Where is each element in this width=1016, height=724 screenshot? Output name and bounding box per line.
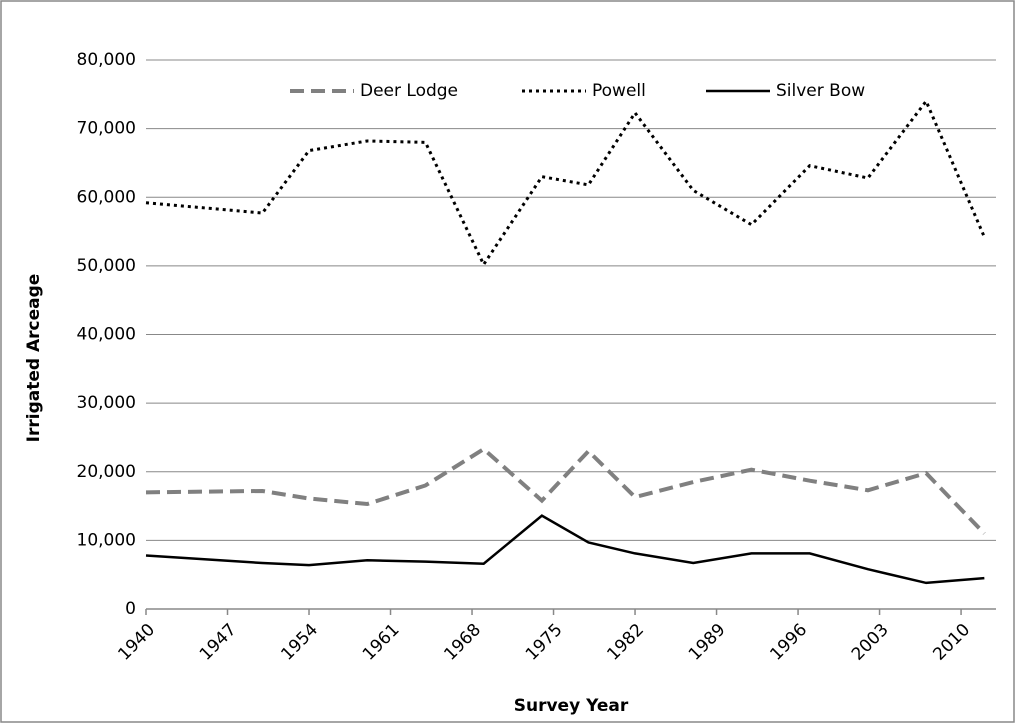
- y-tick-label: 20,000: [77, 462, 136, 482]
- legend-label: Deer Lodge: [360, 81, 458, 101]
- y-tick-label: 30,000: [77, 393, 136, 413]
- legend-label: Silver Bow: [776, 81, 865, 101]
- y-axis-title: Irrigated Arceage: [24, 274, 44, 443]
- x-axis-title: Survey Year: [514, 696, 629, 716]
- y-tick-label: 80,000: [77, 50, 136, 70]
- y-tick-label: 10,000: [77, 530, 136, 550]
- series-line: [145, 514, 985, 585]
- y-tick-label: 0: [125, 599, 136, 619]
- series-line: [145, 446, 986, 535]
- y-tick-label: 40,000: [77, 325, 136, 345]
- legend-label: Powell: [592, 81, 646, 101]
- y-tick-label: 60,000: [77, 187, 136, 207]
- y-tick-label: 70,000: [77, 119, 136, 139]
- y-tick-label: 50,000: [77, 256, 136, 276]
